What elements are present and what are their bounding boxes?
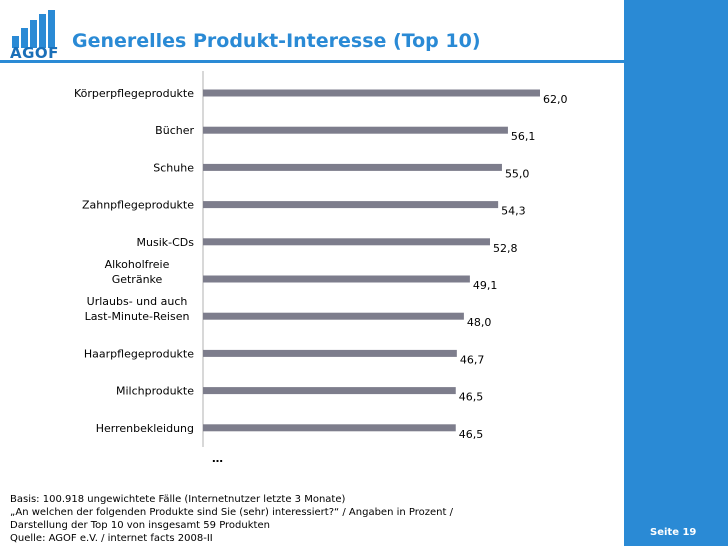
page-number: Seite 19 (650, 527, 697, 538)
data-label: 46,7 (460, 353, 485, 366)
category-label: Musik-CDs (137, 236, 195, 249)
data-label: 62,0 (543, 93, 568, 106)
bar (203, 89, 540, 97)
category-label: Milchprodukte (116, 385, 194, 398)
data-label: 56,1 (511, 130, 536, 143)
bar (203, 275, 470, 283)
title-divider (0, 60, 624, 63)
footer-notes: Basis: 100.918 ungewichtete Fälle (Inter… (10, 493, 453, 545)
agof-logo-icon (12, 10, 55, 48)
bar (203, 424, 456, 432)
category-label: Körperpflegeprodukte (74, 87, 194, 100)
sidebar-accent-panel (624, 0, 728, 546)
category-label: Getränke (112, 273, 163, 286)
bar (203, 312, 464, 320)
category-label: Bücher (155, 124, 194, 137)
data-label: 52,8 (493, 242, 517, 255)
category-label: Last-Minute-Reisen (85, 310, 190, 323)
category-label: Herrenbekleidung (96, 422, 194, 435)
footer-line-base: Basis: 100.918 ungewichtete Fälle (Inter… (10, 494, 346, 505)
page-title: Generelles Produkt-Interesse (Top 10) (72, 30, 481, 52)
category-label: Schuhe (153, 161, 194, 174)
category-label: Haarpflegeprodukte (84, 347, 194, 360)
data-label: 48,0 (467, 316, 492, 329)
data-label: 46,5 (459, 391, 484, 404)
category-label: Zahnpflegeprodukte (82, 199, 194, 212)
logo-text: AGOF (10, 44, 59, 62)
data-label: 46,5 (459, 428, 484, 441)
category-label: Urlaubs- und auch (87, 295, 188, 308)
footer-line-source: Quelle: AGOF e.V. / internet facts 2008-… (10, 533, 213, 544)
bar (203, 387, 456, 395)
bar (203, 201, 499, 209)
bar (203, 238, 490, 246)
data-label: 54,3 (501, 205, 525, 218)
data-label: 55,0 (505, 167, 530, 180)
more-indicator: … (212, 452, 223, 465)
bar-chart: 62,0 Körperpflegeprodukte 56,1 Bücher 55,0 Sc… (74, 71, 568, 447)
bar (203, 349, 457, 357)
data-label: 49,1 (473, 279, 498, 292)
category-label: Alkoholfreie (105, 258, 170, 271)
bar (203, 126, 508, 134)
footer-line-question: „An welchen der folgenden Produkte sind … (10, 507, 453, 518)
bar (203, 163, 502, 171)
footer-line-scope: Darstellung der Top 10 von insgesamt 59 … (10, 520, 270, 531)
